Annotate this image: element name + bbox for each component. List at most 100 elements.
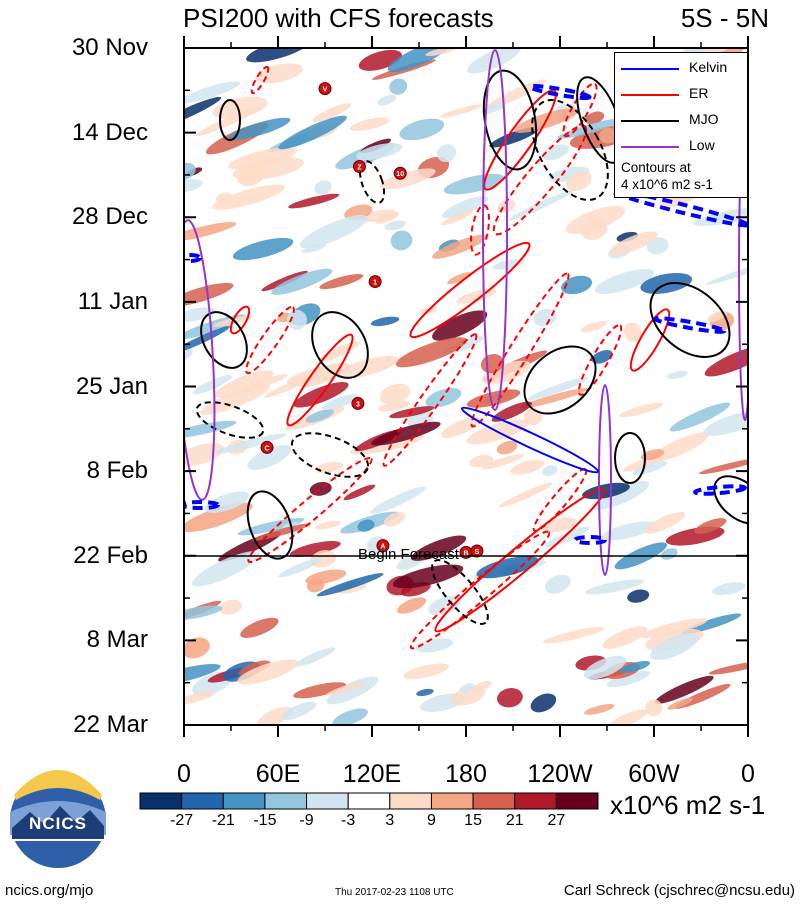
legend-label: Kelvin [689, 59, 728, 75]
cyclone-marker-label: A [380, 544, 385, 551]
anomaly-blob [440, 104, 483, 118]
cyclone-marker [376, 539, 390, 553]
contour [629, 308, 671, 372]
anomaly-blob [299, 214, 368, 249]
anomaly-blob [601, 521, 656, 541]
x-tick-label: 0 [177, 760, 191, 788]
anomaly-blob [322, 394, 359, 410]
anomaly-blob [443, 173, 505, 195]
anomaly-blob [608, 709, 648, 725]
anomaly-blob [278, 558, 322, 578]
anomaly-blob [681, 613, 742, 634]
cyclone-marker-label: S [475, 549, 480, 556]
anomaly-blob [706, 310, 727, 322]
anomaly-blob [519, 387, 589, 409]
anomaly-blob [545, 574, 571, 594]
anomaly-blob [548, 166, 590, 183]
anomaly-blob [384, 220, 406, 231]
anomaly-blob [232, 157, 304, 181]
colorbar-bin [306, 792, 349, 810]
anomaly-blob [319, 274, 364, 290]
anomaly-blob [533, 308, 557, 327]
anomaly-blob [623, 322, 642, 342]
anomaly-blob [542, 627, 605, 644]
anomaly-blob [440, 417, 481, 439]
anomaly-blob [712, 582, 746, 596]
anomaly-blob [467, 48, 521, 74]
contour [246, 490, 294, 560]
cyclone-marker [470, 544, 484, 558]
colorbar-bin [555, 792, 599, 810]
cyclone-marker [368, 275, 382, 289]
legend-label: Low [689, 137, 715, 153]
contour [531, 99, 609, 201]
anomaly-blob [466, 389, 521, 408]
x-tick-label: 120W [527, 760, 593, 788]
colorbar-tick-label: 15 [464, 812, 482, 829]
anomaly-blob [228, 147, 297, 170]
anomaly-blob [357, 519, 375, 532]
colorbar-bin [181, 792, 224, 810]
cyclone-markers: V Z 10 1 3 C A B S [260, 82, 484, 559]
legend-label: ER [689, 85, 709, 101]
contour [470, 272, 570, 428]
legend-label: MJO [689, 111, 719, 127]
kelvin-contour [184, 500, 220, 510]
anomaly-blob [255, 63, 303, 84]
begin-forecast-label: Begin Forecast [358, 546, 459, 563]
x-tick-label: 120E [342, 760, 402, 788]
anomaly-blob [184, 307, 216, 322]
anomaly-blob [459, 683, 475, 693]
anomaly-blob [510, 459, 545, 475]
contour [649, 282, 731, 358]
anomaly-blob [632, 460, 668, 475]
legend-contour-note: Contours at 4 x10^6 m2 s-1 [621, 159, 745, 193]
cyclone-marker [351, 396, 365, 410]
contour [184, 219, 216, 501]
colorbar-units: x10^6 m2 s-1 [610, 790, 766, 820]
anomaly-blob [326, 681, 366, 696]
kelvin-contour [693, 484, 747, 496]
kelvin-contour [653, 316, 727, 334]
anomaly-blob [660, 548, 678, 560]
anomaly-blob [192, 375, 233, 395]
anomaly-blob [263, 373, 318, 398]
legend-note-line1: Contours at [621, 160, 691, 175]
anomaly-blob [358, 49, 402, 71]
colorbar [139, 792, 599, 810]
anomaly-blob [316, 573, 384, 597]
anomaly-blob [591, 350, 613, 364]
anomaly-blob [650, 432, 709, 462]
anomaly-blob [708, 661, 748, 675]
anomaly-blob [309, 481, 332, 496]
kelvin-contour [184, 253, 202, 263]
colorbar-tick-label: 3 [385, 812, 395, 829]
anomaly-blob [392, 564, 464, 589]
anomaly-blob [336, 355, 399, 379]
anomaly-blob [261, 270, 308, 292]
colorbar-tick-label: 21 [505, 812, 524, 829]
anomaly-blob [247, 444, 292, 471]
anomaly-blob [541, 465, 558, 477]
anomaly-blob [565, 171, 592, 192]
y-tick-label: 11 Jan [77, 287, 148, 315]
anomaly-blob [619, 660, 651, 674]
anomaly-blob [301, 243, 327, 253]
x-tick-label: 60W [628, 760, 680, 788]
anomaly-blob [649, 632, 699, 660]
anomaly-blob [432, 310, 488, 341]
cyclone-marker-label: C [265, 445, 270, 452]
anomaly-blob [410, 535, 467, 561]
colorbar-bin [264, 792, 308, 810]
psi200-anomaly-field [184, 48, 748, 725]
axis-ticks [183, 36, 749, 737]
anomaly-blob [370, 486, 427, 514]
logo-text: NCICS [29, 814, 87, 833]
anomaly-blob [399, 118, 445, 141]
colorbar-tick-label: -3 [341, 812, 356, 829]
anomaly-blob [219, 599, 242, 615]
anomaly-blob [582, 482, 630, 500]
anomaly-blob [184, 326, 231, 354]
anomaly-blob [432, 234, 488, 259]
anomaly-blob [293, 682, 347, 699]
